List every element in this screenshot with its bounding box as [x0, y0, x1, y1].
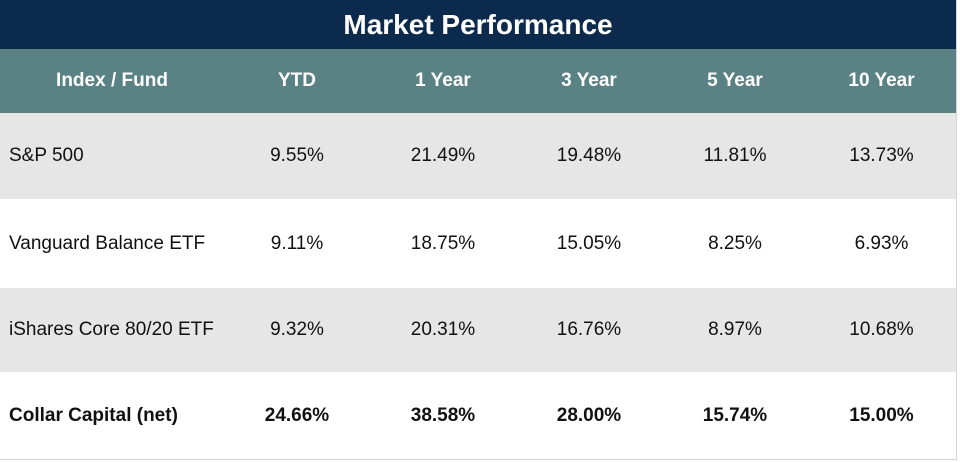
3-year-cell: 16.76%: [556, 319, 622, 340]
fund-name-cell: S&P 500: [9, 145, 84, 166]
column-header-3-year: 3 Year: [561, 70, 617, 91]
1-year-cell: 20.31%: [410, 319, 476, 340]
ytd-cell: 24.66%: [264, 404, 330, 426]
column-header-1-year: 1 Year: [415, 70, 471, 91]
column-header-index-fund: Index / Fund: [56, 70, 168, 91]
table-row: Vanguard Balance ETF 9.11% 18.75% 15.05%…: [0, 199, 956, 288]
table-row-highlight: Collar Capital (net) 24.66% 38.58% 28.00…: [0, 372, 956, 459]
5-year-cell: 8.25%: [708, 232, 762, 254]
header-row: Index / Fund YTD 1 Year 3 Year 5 Year 10…: [0, 49, 956, 113]
1-year-cell: 18.75%: [410, 232, 476, 254]
3-year-cell: 28.00%: [556, 404, 622, 426]
fund-name-cell: Collar Capital (net): [9, 404, 178, 426]
column-header-5-year: 5 Year: [707, 70, 763, 91]
fund-name-cell: iShares Core 80/20 ETF: [9, 319, 214, 340]
5-year-cell: 8.97%: [708, 319, 762, 340]
1-year-cell: 38.58%: [410, 404, 476, 426]
5-year-cell: 15.74%: [702, 404, 768, 426]
fund-name-cell: Vanguard Balance ETF: [9, 232, 206, 254]
5-year-cell: 11.81%: [703, 145, 767, 166]
table-row: S&P 500 9.55% 21.49% 19.48% 11.81% 13.73…: [0, 113, 956, 199]
10-year-cell: 15.00%: [849, 404, 914, 426]
ytd-cell: 9.32%: [270, 319, 324, 340]
1-year-cell: 21.49%: [410, 145, 476, 166]
ytd-cell: 9.11%: [270, 232, 324, 254]
table-row: iShares Core 80/20 ETF 9.32% 20.31% 16.7…: [0, 288, 956, 372]
ytd-cell: 9.55%: [270, 145, 324, 166]
10-year-cell: 6.93%: [854, 232, 909, 254]
column-header-ytd: YTD: [278, 70, 316, 91]
3-year-cell: 19.48%: [556, 145, 622, 166]
10-year-cell: 13.73%: [849, 145, 914, 166]
table-title: Market Performance: [0, 0, 956, 49]
column-header-10-year: 10 Year: [848, 70, 915, 91]
3-year-cell: 15.05%: [556, 232, 622, 254]
10-year-cell: 10.68%: [849, 319, 914, 340]
